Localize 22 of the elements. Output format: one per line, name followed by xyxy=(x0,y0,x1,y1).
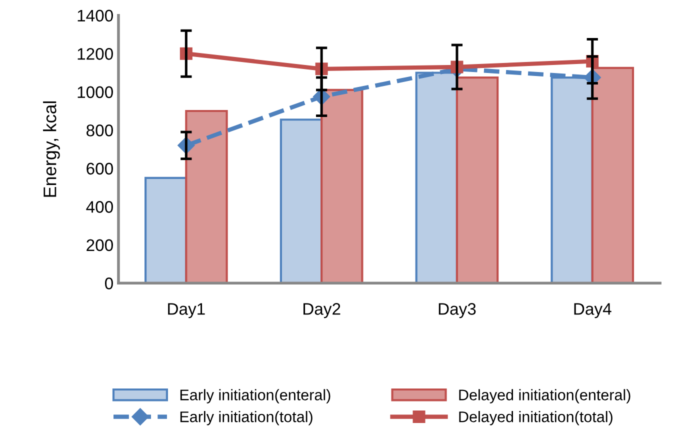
legend-label: Early initiation(total) xyxy=(180,411,312,426)
bar xyxy=(456,76,499,284)
bar xyxy=(185,110,228,284)
bar xyxy=(144,176,188,284)
x-tick-label: Day3 xyxy=(438,303,476,318)
y-tick-label: 1200 xyxy=(78,48,113,60)
y-tick-label: 1400 xyxy=(78,10,113,22)
legend-label: Delayed initiation(enteral) xyxy=(459,389,630,404)
x-tick-label: Day1 xyxy=(168,303,205,318)
x-tick-label: Day2 xyxy=(303,303,340,318)
legend-label: Early initiation(enteral) xyxy=(180,389,330,404)
bar xyxy=(280,118,323,284)
y-tick-label: 1000 xyxy=(78,86,113,98)
x-tick-label: Day4 xyxy=(574,303,612,318)
y-tick-label: 600 xyxy=(86,162,113,175)
y-axis-title: Energy, kcal xyxy=(43,101,60,197)
y-tick-label: 200 xyxy=(86,239,113,252)
y-tick-label: 400 xyxy=(86,201,113,213)
legend-label: Delayed initiation(total) xyxy=(459,411,612,426)
y-tick-label: 800 xyxy=(86,124,113,136)
y-tick-label: 0 xyxy=(104,278,113,290)
bar xyxy=(320,88,364,284)
